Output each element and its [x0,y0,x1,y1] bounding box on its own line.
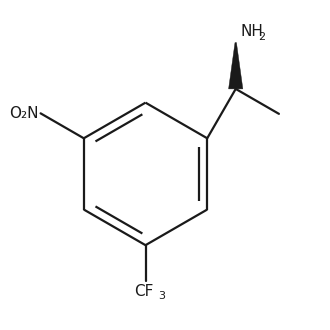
Text: 3: 3 [158,291,165,302]
Polygon shape [229,43,243,89]
Text: 2: 2 [258,32,265,42]
Text: O₂N: O₂N [9,106,39,121]
Text: CF: CF [134,284,153,299]
Text: NH: NH [240,24,263,39]
